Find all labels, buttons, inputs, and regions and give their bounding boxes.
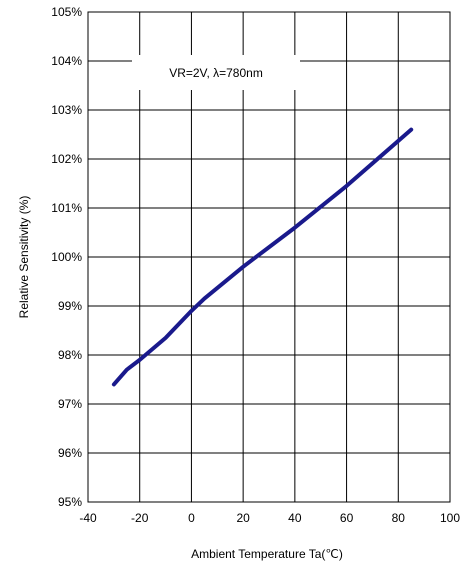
x-tick-label: 100 xyxy=(440,511,460,525)
y-tick-label: 98% xyxy=(58,348,82,362)
x-tick-label: -20 xyxy=(131,511,149,525)
y-tick-label: 105% xyxy=(51,5,82,19)
y-tick-label: 103% xyxy=(51,103,82,117)
y-tick-label: 99% xyxy=(58,299,82,313)
y-tick-labels: 95% 96% 97% 98% 99% 100% 101% 102% 103% 104% 105% xyxy=(51,5,82,509)
x-axis-title: Ambient Temperature Ta(℃) xyxy=(191,547,343,561)
x-tick-label: 20 xyxy=(236,511,250,525)
y-tick-label: 97% xyxy=(58,397,82,411)
x-tick-label: 0 xyxy=(188,511,195,525)
y-tick-label: 95% xyxy=(58,495,82,509)
x-tick-label: 60 xyxy=(340,511,354,525)
annotation-box: VR=2V, λ=780nm xyxy=(132,55,300,90)
x-tick-label: 40 xyxy=(288,511,302,525)
y-tick-label: 104% xyxy=(51,54,82,68)
y-tick-label: 102% xyxy=(51,152,82,166)
y-tick-label: 96% xyxy=(58,446,82,460)
x-tick-label: 80 xyxy=(392,511,406,525)
y-tick-label: 100% xyxy=(51,250,82,264)
annotation-text: VR=2V, λ=780nm xyxy=(169,66,263,80)
plot-border xyxy=(87,11,451,503)
x-tick-label: -40 xyxy=(79,511,97,525)
annotation-background xyxy=(132,55,300,90)
x-tick-labels: -40 -20 0 20 40 60 80 100 xyxy=(79,511,460,525)
series-line xyxy=(111,127,414,387)
y-tick-label: 101% xyxy=(51,201,82,215)
series-group xyxy=(111,127,414,387)
y-axis-title: Relative Sensitivity (%) xyxy=(17,196,31,319)
